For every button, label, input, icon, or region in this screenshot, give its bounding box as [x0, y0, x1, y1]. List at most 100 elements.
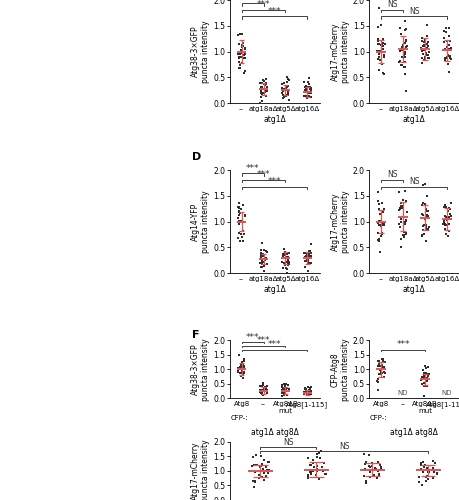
- Point: [307, 84, 314, 92]
- Point: [263, 86, 270, 94]
- Point: [283, 91, 290, 99]
- Point: [423, 192, 431, 200]
- Point: [305, 251, 313, 259]
- Point: [240, 364, 247, 372]
- Point: [377, 217, 384, 225]
- Point: [421, 215, 429, 223]
- Point: [397, 235, 405, 243]
- Point: [261, 476, 268, 484]
- Point: [300, 390, 308, 398]
- Y-axis label: Atg14-YFP
puncta intensity: Atg14-YFP puncta intensity: [191, 190, 210, 253]
- Point: [377, 362, 385, 370]
- Point: [239, 218, 246, 226]
- Point: [379, 220, 386, 228]
- Point: [372, 464, 380, 472]
- Point: [305, 387, 312, 395]
- Point: [377, 56, 384, 64]
- Point: [442, 214, 450, 222]
- Point: [237, 368, 244, 376]
- Point: [313, 466, 321, 474]
- Point: [397, 45, 404, 53]
- Point: [423, 221, 430, 229]
- Point: [431, 460, 438, 468]
- Point: [257, 388, 264, 396]
- Point: [262, 86, 269, 94]
- Point: [304, 474, 312, 482]
- Point: [378, 198, 385, 206]
- Point: [279, 389, 286, 397]
- Point: [262, 385, 269, 393]
- Point: [304, 252, 312, 260]
- Point: [238, 368, 245, 376]
- Point: [419, 226, 426, 234]
- Point: [313, 450, 320, 458]
- Point: [257, 256, 265, 264]
- Point: [304, 472, 312, 480]
- Point: [440, 38, 447, 46]
- Point: [285, 82, 292, 90]
- Point: [445, 214, 453, 222]
- Point: [263, 247, 270, 255]
- Point: [375, 470, 383, 478]
- Point: [419, 458, 426, 466]
- Point: [252, 478, 259, 486]
- Point: [282, 386, 289, 394]
- Point: [258, 260, 266, 268]
- Point: [258, 256, 265, 264]
- Point: [302, 84, 310, 92]
- Point: [241, 356, 248, 364]
- Text: ***: ***: [246, 164, 259, 172]
- Point: [308, 383, 315, 391]
- Point: [258, 79, 265, 87]
- Point: [279, 389, 286, 397]
- Point: [424, 376, 431, 384]
- Point: [284, 250, 291, 258]
- Point: [441, 220, 448, 228]
- Point: [401, 70, 409, 78]
- Point: [261, 256, 268, 264]
- Point: [237, 230, 244, 238]
- Point: [239, 202, 246, 209]
- Point: [285, 254, 292, 262]
- Point: [380, 208, 387, 216]
- Point: [285, 258, 292, 266]
- Point: [305, 252, 313, 260]
- Point: [237, 362, 245, 370]
- Point: [280, 79, 288, 87]
- Point: [374, 34, 381, 42]
- Point: [305, 248, 313, 256]
- Point: [263, 386, 271, 394]
- Point: [374, 474, 381, 482]
- Point: [302, 86, 310, 94]
- Point: [263, 83, 270, 91]
- Point: [374, 229, 381, 237]
- Point: [401, 58, 409, 66]
- Point: [303, 256, 311, 264]
- Text: ***: ***: [268, 7, 281, 16]
- Point: [446, 24, 453, 32]
- Point: [381, 363, 388, 371]
- Point: [423, 382, 431, 390]
- Point: [241, 44, 248, 52]
- Point: [442, 230, 449, 237]
- Point: [282, 380, 289, 388]
- Point: [261, 246, 268, 254]
- Point: [263, 390, 271, 398]
- Point: [305, 260, 312, 268]
- Text: F: F: [192, 330, 199, 340]
- Point: [403, 198, 410, 205]
- Point: [238, 53, 246, 61]
- Point: [422, 473, 430, 481]
- Point: [423, 40, 431, 48]
- Point: [279, 86, 286, 94]
- Point: [240, 218, 247, 226]
- Point: [260, 262, 268, 270]
- Point: [399, 42, 407, 50]
- Point: [259, 262, 266, 270]
- Point: [235, 216, 242, 224]
- Point: [377, 232, 384, 240]
- Point: [307, 249, 314, 257]
- Point: [257, 253, 264, 261]
- Point: [400, 228, 408, 236]
- Point: [375, 40, 383, 48]
